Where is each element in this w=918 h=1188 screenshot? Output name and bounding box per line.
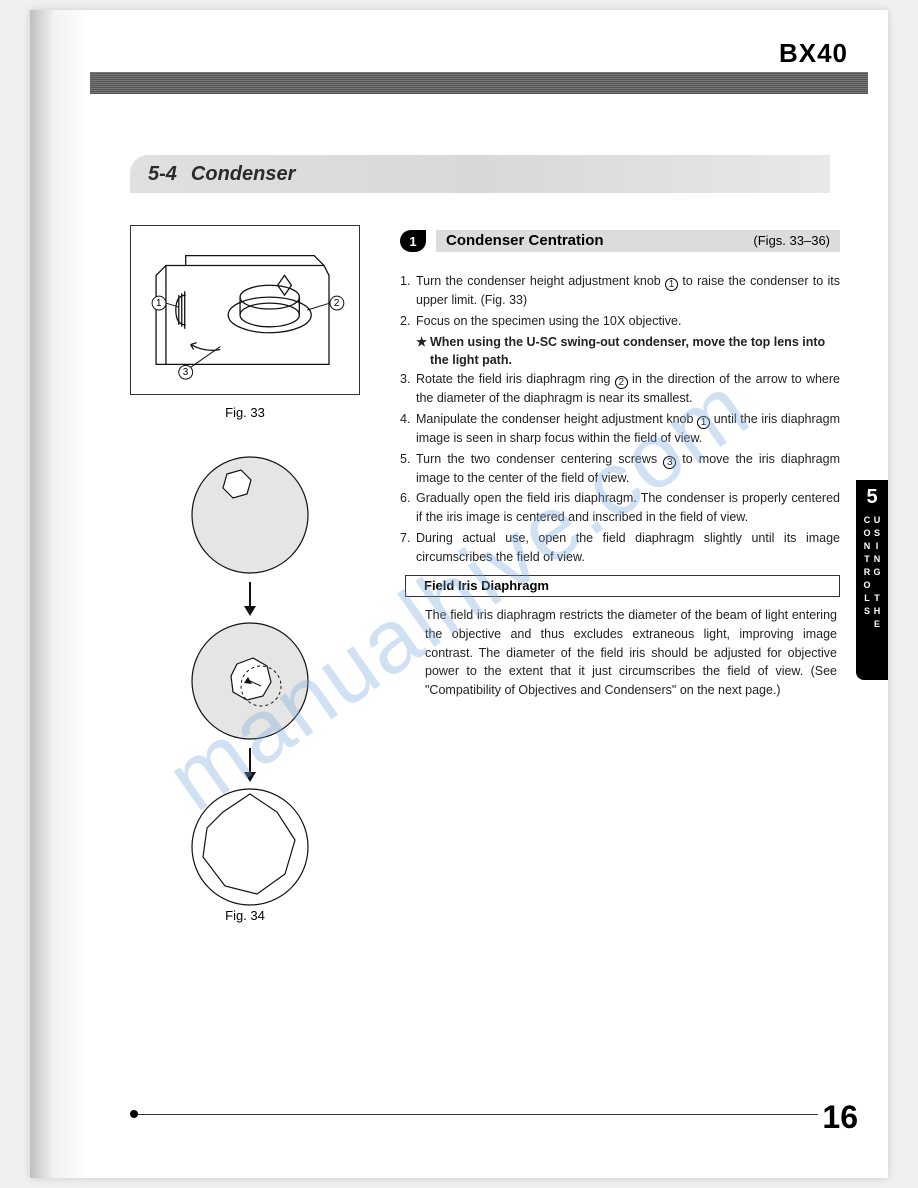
- footer-rule: [138, 1114, 818, 1115]
- top-accent-bar: [90, 72, 868, 94]
- section-title: Condenser: [191, 163, 295, 186]
- step-item: 7.During actual use, open the field diap…: [400, 529, 840, 567]
- subsection-figref: (Figs. 33–36): [753, 230, 830, 252]
- subsection-header: 1 Condenser Centration (Figs. 33–36): [400, 228, 840, 254]
- chapter-label: USING THE CONTROLS: [862, 515, 882, 680]
- step-item: 6.Gradually open the field iris diaphrag…: [400, 489, 840, 527]
- subsection-titlebar: Condenser Centration (Figs. 33–36): [436, 230, 840, 252]
- subsection-number: 1: [400, 230, 426, 252]
- step-item: 1.Turn the condenser height adjustment k…: [400, 272, 840, 310]
- subsection-title: Condenser Centration: [446, 230, 604, 252]
- svg-text:2: 2: [334, 298, 340, 309]
- section-banner: 5-4 Condenser: [130, 155, 830, 193]
- footer-bullet: [130, 1110, 138, 1118]
- step-item: 3.Rotate the field iris diaphragm ring 2…: [400, 370, 840, 408]
- figure-33-caption: Fig. 33: [130, 405, 360, 420]
- step-item: 5.Turn the two condenser centering screw…: [400, 450, 840, 488]
- figure-33: 1 2 3: [130, 225, 360, 395]
- model-label: BX40: [779, 38, 848, 69]
- step-item: 4.Manipulate the condenser height adjust…: [400, 410, 840, 448]
- figure-34-caption: Fig. 34: [130, 908, 360, 923]
- procedure-steps: 1.Turn the condenser height adjustment k…: [400, 272, 840, 568]
- svg-text:3: 3: [183, 367, 189, 378]
- chapter-number: 5: [866, 486, 877, 509]
- manual-page: BX40 5-4 Condenser 1: [30, 10, 888, 1178]
- chapter-tab: 5 USING THE CONTROLS: [856, 480, 888, 680]
- step-note: ★When using the U-SC swing-out condenser…: [416, 333, 840, 371]
- svg-text:1: 1: [156, 298, 162, 309]
- info-box-title: Field Iris Diaphragm: [405, 575, 840, 597]
- binding-shadow: [30, 10, 90, 1178]
- section-number: 5-4: [148, 163, 177, 186]
- step-item: 2.Focus on the specimen using the 10X ob…: [400, 312, 840, 331]
- info-box-text: The field iris diaphragm restricts the d…: [425, 606, 837, 700]
- figure-34: [170, 450, 330, 912]
- page-number: 16: [822, 1099, 858, 1136]
